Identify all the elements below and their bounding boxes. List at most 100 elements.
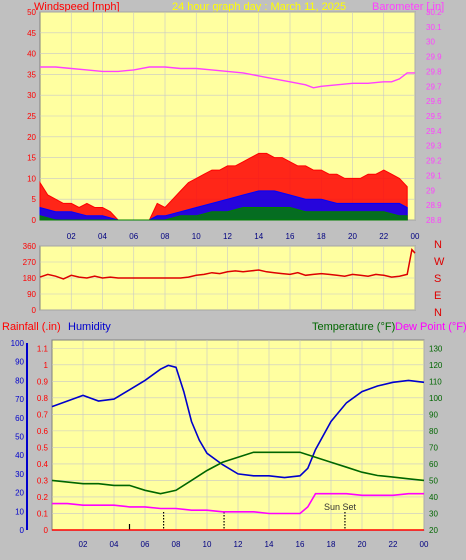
barometer-tick-label: 29.5	[426, 112, 442, 121]
compass-label: S	[434, 273, 441, 285]
barometer-tick-label: 28.9	[426, 201, 442, 210]
humidity-time-tick-label: 00	[420, 540, 429, 549]
humidity-time-tick-label: 22	[389, 540, 398, 549]
temperature-tick-label: 60	[429, 460, 438, 469]
humidity-tick-label: 10	[15, 507, 24, 516]
temperature-tick-label: 130	[429, 344, 443, 353]
direction-tick-label: 270	[23, 258, 37, 267]
wind-time-tick-label: 14	[254, 232, 263, 241]
dewpoint-line	[52, 492, 424, 515]
event-markers	[128, 512, 346, 530]
compass-label: E	[434, 290, 441, 302]
wind-time-tick-label: 08	[161, 232, 170, 241]
humidity-tick-label: 40	[15, 451, 24, 460]
chart-title: 24 hour graph day : March 11, 2025	[172, 1, 346, 13]
windspeed-tick-label: 0	[32, 216, 37, 225]
direction-tick-label: 0	[32, 306, 37, 315]
temperature-tick-label: 30	[429, 509, 438, 518]
temperature-tick-label: 70	[429, 443, 438, 452]
humidity-time-tick-label: 02	[79, 540, 88, 549]
humidity-tick-label: 30	[15, 470, 24, 479]
wind-time-tick-label: 18	[317, 232, 326, 241]
rainfall-tick-label: 0.1	[37, 509, 49, 518]
barometer-line	[40, 66, 415, 89]
barometer-tick-label: 30	[426, 38, 435, 47]
humidity-temperature-series	[51, 364, 425, 531]
wind-time-tick-label: 22	[379, 232, 388, 241]
windspeed-tick-label: 30	[27, 91, 36, 100]
humidity-tick-label: 20	[15, 489, 24, 498]
temperature-tick-label: 120	[429, 361, 443, 370]
temperature-ticks: 20 30 40 50 60 70 80 90 100 110 120 130	[429, 344, 443, 535]
humidity-tick-label: 70	[15, 395, 24, 404]
temperature-tick-label: 80	[429, 427, 438, 436]
barometer-ticks: 28.8 28.9 29 29.1 29.2 29.3 29.4 29.5 29.6 29.7 29…	[426, 8, 442, 225]
temperature-tick-label: 90	[429, 410, 438, 419]
barometer-tick-label: 29.3	[426, 142, 442, 151]
barometer-tick-label: 29	[426, 186, 435, 195]
wind-time-ticks: 02 04 06 08 10 12 14 16 18 20 22 00	[67, 232, 420, 241]
wind-time-tick-label: 10	[192, 232, 201, 241]
humidity-time-tick-label: 06	[141, 540, 150, 549]
rainfall-tick-label: 0.6	[37, 427, 49, 436]
windspeed-tick-label: 20	[27, 133, 36, 142]
wind-time-tick-label: 12	[223, 232, 232, 241]
humidity-time-tick-label: 12	[234, 540, 243, 549]
rainfall-tick-label: 1	[44, 361, 49, 370]
direction-tick-label: 90	[27, 290, 36, 299]
humidity-tick-label: 80	[15, 376, 24, 385]
humidity-time-tick-label: 20	[358, 540, 367, 549]
humidity-ticks: 0 10 20 30 40 50 60 70 80 90 100	[11, 339, 28, 535]
rainfall-tick-label: 0.7	[37, 410, 49, 419]
barometer-tick-label: 29.7	[426, 82, 442, 91]
direction-line	[39, 247, 416, 280]
barometer-tick-label: 29.8	[426, 67, 442, 76]
windspeed-ticks: 0 5 10 15 20 25 30 35 40 45 50	[27, 8, 36, 225]
compass-label: N	[434, 239, 442, 251]
windspeed-tick-label: 40	[27, 50, 36, 59]
direction-degree-ticks: 0 90 180 270 360	[23, 242, 37, 315]
wind-time-tick-label: 04	[98, 232, 107, 241]
low-wind-area	[39, 207, 408, 221]
temperature-legend: Temperature (°F)	[312, 321, 395, 333]
barometer-axis-label: Barometer [.in]	[372, 1, 444, 13]
humidity-time-tick-label: 10	[203, 540, 212, 549]
barometer-tick-label: 29.4	[426, 127, 442, 136]
humidity-time-ticks: 02 04 06 08 10 12 14 16 18 20 22 00	[79, 540, 429, 549]
temperature-line	[51, 451, 425, 495]
barometer-tick-label: 30.1	[426, 23, 442, 32]
barometer-tick-label: 29.6	[426, 97, 442, 106]
rainfall-ticks: 0 0.1 0.2 0.3 0.4 0.5 0.6 0.7 0.8 0.9 1 1.1	[37, 344, 49, 535]
rainfall-tick-label: 0.5	[37, 443, 49, 452]
windspeed-tick-label: 25	[27, 112, 36, 121]
barometer-tick-label: 30.2	[426, 8, 442, 17]
wind-time-tick-label: 06	[129, 232, 138, 241]
windspeed-tick-label: 45	[27, 29, 36, 38]
humidity-tick-label: 100	[11, 339, 25, 348]
windspeed-axis-label: Windspeed [mph]	[34, 1, 120, 13]
humidity-tick-label: 60	[15, 414, 24, 423]
temperature-tick-label: 110	[429, 377, 442, 386]
wind-series	[39, 66, 415, 221]
barometer-tick-label: 29.1	[426, 171, 442, 180]
humidity-tick-label: 0	[20, 526, 25, 535]
compass-label: W	[434, 256, 445, 268]
barometer-tick-label: 29.2	[426, 157, 442, 166]
rainfall-tick-label: 0.8	[37, 394, 49, 403]
barometer-tick-label: 29.9	[426, 53, 442, 62]
humidity-tick-label: 90	[15, 358, 24, 367]
wind-time-tick-label: 16	[286, 232, 295, 241]
windspeed-tick-label: 10	[27, 174, 36, 183]
rainfall-tick-label: 0.3	[37, 476, 49, 485]
humidity-line	[51, 364, 425, 479]
rainfall-tick-label: 0	[44, 526, 49, 535]
humidity-legend: Humidity	[68, 321, 111, 333]
rainfall-tick-label: 0.4	[37, 460, 49, 469]
temperature-tick-label: 50	[429, 476, 438, 485]
temperature-tick-label: 100	[429, 394, 443, 403]
windspeed-tick-label: 15	[27, 154, 36, 163]
dewpoint-legend: Dew Point (°F)	[395, 321, 466, 333]
direction-tick-label: 180	[23, 274, 37, 283]
